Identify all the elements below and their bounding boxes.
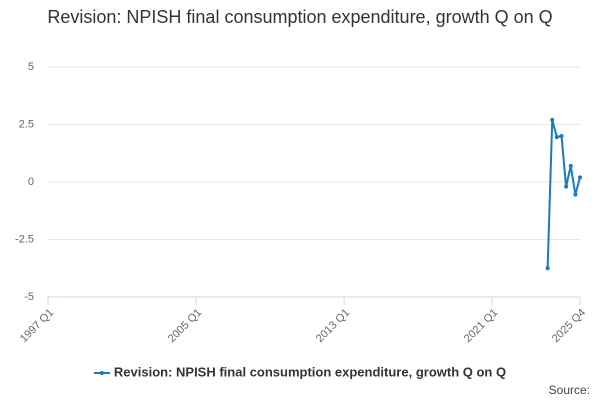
y-tick-label: -2.5: [15, 233, 34, 245]
data-point: [564, 184, 569, 189]
legend-text: Revision: NPISH final consumption expend…: [114, 364, 506, 379]
y-tick-label: -5: [24, 291, 34, 303]
data-point: [578, 175, 582, 180]
x-tick-label: 2013 Q1: [314, 307, 352, 345]
y-tick-label: 0: [28, 176, 34, 188]
data-point: [545, 266, 550, 271]
series-line: [546, 119, 581, 269]
data-point: [573, 192, 578, 197]
data-point: [550, 117, 555, 122]
x-tick-label: 2005 Q1: [166, 307, 204, 345]
source-label: Source:: [549, 383, 590, 397]
y-tick-label: 5: [28, 61, 34, 73]
x-tick-label: 2025 Q4: [550, 307, 588, 345]
x-tick-label: 2021 Q1: [462, 307, 500, 345]
data-point: [568, 163, 573, 168]
x-tick-label: 1997 Q1: [18, 307, 56, 345]
y-tick-label: 2.5: [19, 118, 34, 130]
legend-marker: [99, 371, 104, 375]
data-point: [559, 134, 564, 138]
chart-title: Revision: NPISH final consumption expend…: [47, 7, 553, 27]
data-point: [554, 135, 559, 140]
